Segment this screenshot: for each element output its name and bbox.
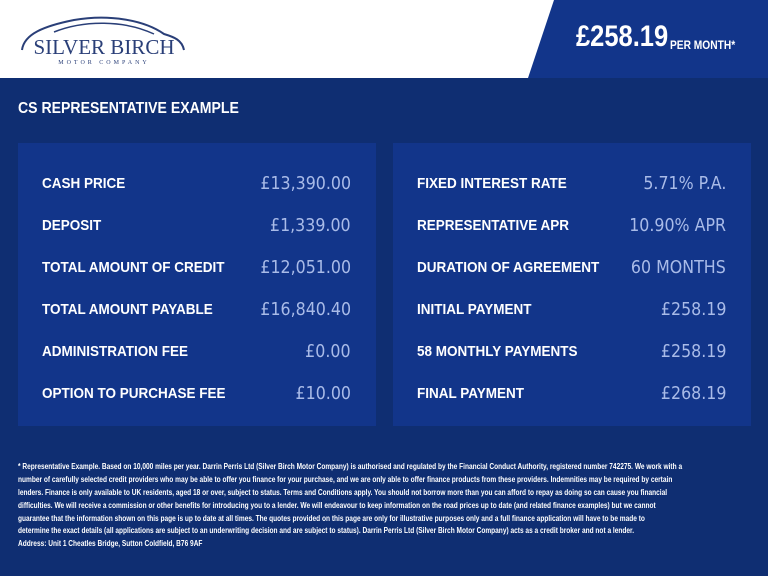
monthly-price-banner: £258.19 PER MONTH* — [528, 0, 768, 78]
finance-label: INITIAL PAYMENT — [417, 301, 532, 318]
finance-value: £0.00 — [305, 341, 351, 362]
finance-row: FIXED INTEREST RATE 5.71% P.A. — [417, 173, 726, 195]
finance-label: OPTION TO PURCHASE FEE — [42, 385, 226, 402]
disclaimer-line: Address: Unit 1 Cheatles Bridge, Sutton … — [18, 539, 203, 549]
finance-row: DEPOSIT £1,339.00 — [42, 215, 351, 237]
finance-value: £13,390.00 — [260, 173, 351, 194]
finance-row: CASH PRICE £13,390.00 — [42, 173, 351, 195]
finance-label: ADMINISTRATION FEE — [42, 343, 188, 360]
monthly-price: £258.19 — [576, 20, 669, 53]
finance-label: TOTAL AMOUNT PAYABLE — [42, 301, 213, 318]
finance-value: 5.71% P.A. — [642, 173, 726, 194]
disclaimer-line: difficulties. We will receive a commissi… — [18, 500, 656, 510]
finance-row: REPRESENTATIVE APR 10.90% APR — [417, 215, 726, 237]
finance-value: £258.19 — [660, 341, 726, 362]
finance-row: OPTION TO PURCHASE FEE £10.00 — [42, 383, 351, 405]
finance-label: FIXED INTEREST RATE — [417, 175, 567, 192]
svg-text:MOTOR COMPANY: MOTOR COMPANY — [58, 60, 150, 66]
finance-row: INITIAL PAYMENT £258.19 — [417, 299, 726, 321]
finance-row: TOTAL AMOUNT PAYABLE £16,840.40 — [42, 299, 351, 321]
finance-row: ADMINISTRATION FEE £0.00 — [42, 341, 351, 363]
header: SILVER BIRCH MOTOR COMPANY £258.19 PER M… — [0, 0, 768, 78]
finance-value: £10.00 — [295, 383, 351, 404]
finance-label: 58 MONTHLY PAYMENTS — [417, 343, 578, 360]
page-title: CS REPRESENTATIVE EXAMPLE — [18, 100, 239, 117]
silver-birch-logo[interactable]: SILVER BIRCH MOTOR COMPANY — [14, 12, 194, 70]
disclaimer: * Representative Example. Based on 10,00… — [18, 461, 758, 551]
finance-row: FINAL PAYMENT £268.19 — [417, 383, 726, 405]
disclaimer-line: guarantee that the information shown on … — [18, 513, 645, 523]
finance-row: TOTAL AMOUNT OF CREDIT £12,051.00 — [42, 257, 351, 279]
left-finance-panel: CASH PRICE £13,390.00 DEPOSIT £1,339.00 TOTA… — [18, 143, 376, 426]
finance-label: DEPOSIT — [42, 217, 102, 234]
finance-row: DURATION OF AGREEMENT 60 MONTHS — [417, 257, 726, 279]
finance-value: 60 MONTHS — [631, 257, 726, 278]
finance-label: REPRESENTATIVE APR — [417, 217, 570, 234]
disclaimer-line: number of carefully selected credit prov… — [18, 474, 673, 484]
svg-text:SILVER BIRCH: SILVER BIRCH — [33, 35, 174, 59]
finance-value: £268.19 — [660, 383, 726, 404]
finance-value: £258.19 — [660, 299, 726, 320]
finance-label: CASH PRICE — [42, 175, 126, 192]
finance-label: DURATION OF AGREEMENT — [417, 259, 600, 276]
disclaimer-line: determine the exact details (all applica… — [18, 526, 635, 536]
finance-row: 58 MONTHLY PAYMENTS £258.19 — [417, 341, 726, 363]
finance-value: £16,840.40 — [260, 299, 351, 320]
finance-label: TOTAL AMOUNT OF CREDIT — [42, 259, 225, 276]
finance-label: FINAL PAYMENT — [417, 385, 525, 402]
finance-value: £1,339.00 — [270, 215, 351, 236]
right-finance-panel: FIXED INTEREST RATE 5.71% P.A. REPRESENTAT… — [393, 143, 751, 426]
per-month-label: PER MONTH* — [670, 38, 736, 52]
disclaimer-line: * Representative Example. Based on 10,00… — [18, 462, 683, 471]
finance-value: 10.90% APR — [629, 215, 726, 236]
disclaimer-line: lenders. Finance is only available to UK… — [18, 487, 668, 497]
finance-value: £12,051.00 — [260, 257, 351, 278]
